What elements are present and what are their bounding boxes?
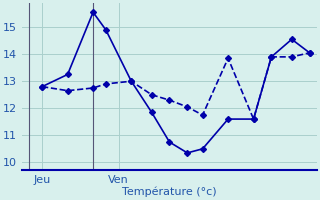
X-axis label: Température (°c): Température (°c) [122, 187, 217, 197]
